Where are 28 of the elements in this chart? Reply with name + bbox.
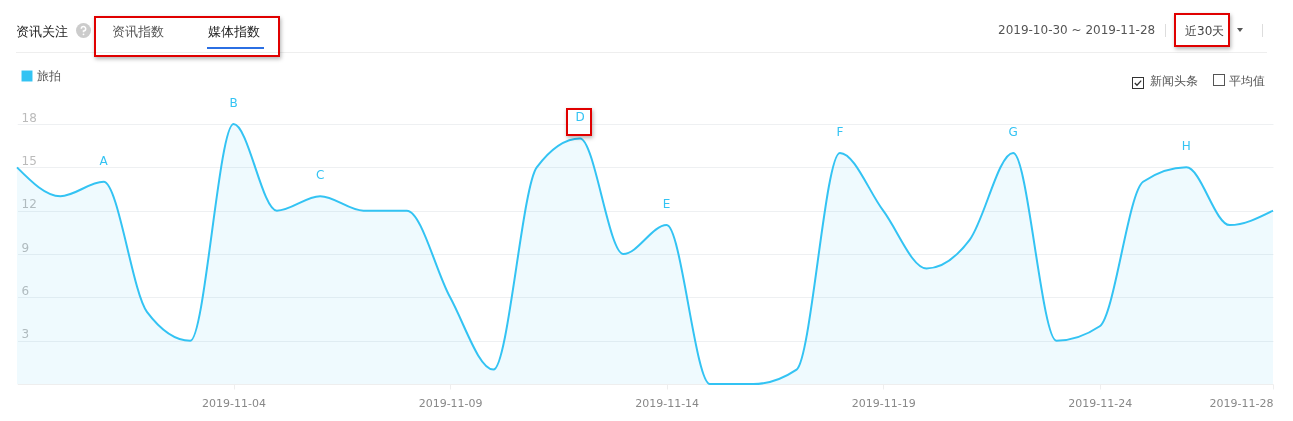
y-tick-label: 3: [21, 327, 30, 342]
x-tick-label: 2019-11-19: [851, 396, 916, 410]
text: 平均值: [1229, 73, 1265, 90]
x-tick-label: 2019-11-28: [1209, 396, 1274, 410]
annotation: B: [229, 96, 238, 110]
y-tick-label: 18: [21, 110, 37, 125]
chart-title: 资讯关注: [16, 23, 68, 41]
text: 媒体指数: [208, 23, 260, 41]
text: 近30天: [1185, 23, 1225, 40]
x-tick-label: 2019-11-04: [202, 396, 267, 410]
y-tick-label: 9: [21, 240, 30, 255]
text: 新闻头条: [1150, 73, 1198, 90]
y-tick-label: 12: [21, 197, 37, 212]
x-tick-label: 2019-11-09: [418, 396, 483, 410]
annotation: D: [575, 110, 585, 125]
y-tick-label: 15: [21, 153, 37, 168]
legend-label: 旅拍: [37, 69, 61, 83]
annotation: H: [1181, 139, 1191, 154]
annotation: G: [1008, 124, 1018, 139]
annotation: A: [99, 153, 109, 168]
text: 资讯指数: [112, 23, 164, 41]
x-tick-label: 2019-11-14: [635, 396, 700, 410]
annotation: F: [836, 124, 844, 139]
x-tick-label: 2019-11-24: [1068, 396, 1133, 410]
annotation: C: [315, 168, 325, 183]
text: 2019-10-30 ~ 2019-11-28: [998, 23, 1156, 37]
annotation: E: [662, 197, 671, 212]
y-tick-label: 6: [21, 283, 30, 298]
